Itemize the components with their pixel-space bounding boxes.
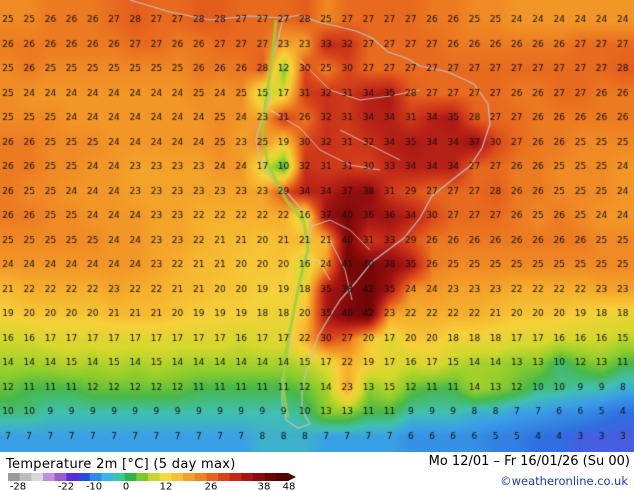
legend-tick-label: 26 (205, 482, 218, 490)
legend-swatch (253, 473, 266, 481)
legend-tick-label: 0 (123, 482, 129, 490)
legend-swatch (276, 473, 289, 481)
legend-swatch (43, 473, 56, 481)
legend-arrow (288, 473, 296, 481)
legend-swatch (206, 473, 219, 481)
legend-swatch (229, 473, 242, 481)
legend-swatch (78, 473, 91, 481)
legend-tick-label: 48 (283, 482, 296, 490)
legend-swatch (218, 473, 231, 481)
legend-tick-label: -10 (86, 482, 102, 490)
date-range: Mo 12/01 – Fr 16/01/26 (Su 00) (428, 454, 630, 469)
legend-swatch (31, 473, 44, 481)
legend-swatch (183, 473, 196, 481)
legend-swatch (194, 473, 207, 481)
map-title: Temperature 2m [°C] (5 day max) (6, 457, 236, 472)
legend-tick-label: 12 (160, 482, 173, 490)
color-scale-legend: -28 -22 -10 0 12 26 38 48 (8, 473, 296, 490)
legend-swatch (171, 473, 184, 481)
footer: Temperature 2m [°C] (5 day max) Mo 12/01… (0, 452, 634, 490)
legend-swatch (66, 473, 79, 481)
legend-swatch (19, 473, 32, 481)
legend-tick-label: -28 (10, 482, 26, 490)
temperature-map[interactable] (0, 0, 634, 452)
legend-swatch (264, 473, 277, 481)
legend-swatch (8, 473, 21, 481)
legend-swatch (124, 473, 137, 481)
credit-link[interactable]: ©weatheronline.co.uk (500, 474, 628, 488)
legend-swatch (89, 473, 102, 481)
legend-swatch (54, 473, 67, 481)
legend-swatch (241, 473, 254, 481)
legend-tick-label: 38 (258, 482, 271, 490)
legend-swatch (113, 473, 126, 481)
legend-swatch (148, 473, 161, 481)
legend-swatch (136, 473, 149, 481)
legend-tick-label: -22 (58, 482, 74, 490)
legend-swatch (159, 473, 172, 481)
legend-swatch (101, 473, 114, 481)
